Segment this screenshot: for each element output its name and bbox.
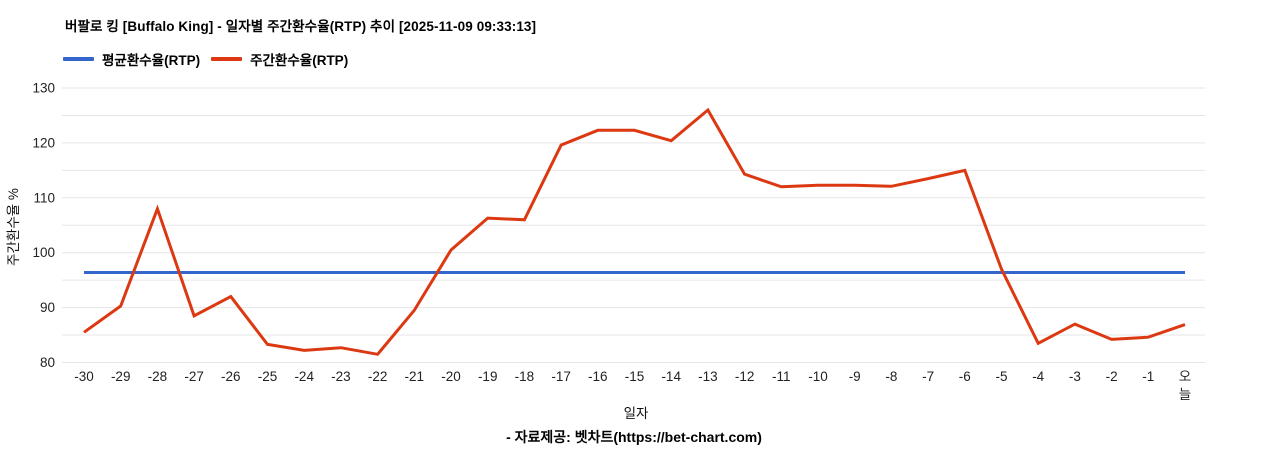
x-tick-label: -3 [1069,369,1081,384]
x-tick-label: -20 [441,369,461,384]
x-tick-label: -7 [922,369,934,384]
y-tick-label: 80 [40,355,55,370]
data-source-credit: - 자료제공: 벳차트(https://bet-chart.com) [506,429,762,445]
x-tick-label: -24 [294,369,314,384]
x-tick-label: 오 [1179,369,1191,384]
x-tick-label: -16 [588,369,608,384]
x-tick-label: -10 [808,369,828,384]
legend-label-average-rtp: 평균환수율(RTP) [102,53,201,68]
y-tick-label: 130 [32,81,55,96]
x-tick-label: -21 [405,369,425,384]
x-tick-label: -6 [959,369,971,384]
x-axis-title: 일자 [623,406,649,421]
legend-label-weekly-rtp: 주간환수율(RTP) [250,53,349,68]
weekly-rtp-line [83,107,1186,356]
x-tick-label: -13 [698,369,718,384]
x-tick-label: -26 [221,369,241,384]
x-tick-label: -28 [148,369,168,384]
x-tick-label: -14 [661,369,681,384]
x-tick-label: -29 [111,369,131,384]
x-tick-label: -25 [258,369,278,384]
x-tick-label: -11 [772,369,791,384]
legend-item-weekly-rtp: 주간환수율(RTP) [211,49,348,69]
x-tick-label: -15 [625,369,645,384]
x-tick-label: -4 [1032,369,1044,384]
x-tick-label: -23 [331,369,351,384]
x-tick-label: 늘 [1179,387,1191,402]
chart-title: 버팔로 킹 [Buffalo King] - 일자별 주간환수율(RTP) 추이… [65,19,537,34]
legend-line-swatch-red [211,57,243,61]
x-tick-label: -5 [995,369,1007,384]
x-tick-label: -30 [74,369,94,384]
x-tick-label: -8 [885,369,897,384]
y-axis-title: 주간환수율 % [6,188,21,266]
y-tick-label: 90 [40,300,55,315]
x-tick-label: -27 [184,369,204,384]
x-tick-label: -9 [849,369,861,384]
x-tick-label: -18 [515,369,535,384]
x-tick-label: -1 [1142,369,1154,384]
x-tick-label: -12 [735,369,755,384]
x-tick-label: -17 [551,369,571,384]
legend-line-swatch-blue [63,57,94,61]
y-tick-label: 110 [33,190,55,205]
legend-item-average-rtp: 평균환수율(RTP) [63,49,200,69]
y-tick-label: 120 [32,135,55,150]
x-tick-label: -19 [478,369,498,384]
x-tick-label: -22 [368,369,388,384]
x-tick-label: -2 [1106,369,1118,384]
chart-legend: 평균환수율(RTP) 주간환수율(RTP) [63,49,348,69]
y-tick-label: 100 [32,245,55,260]
